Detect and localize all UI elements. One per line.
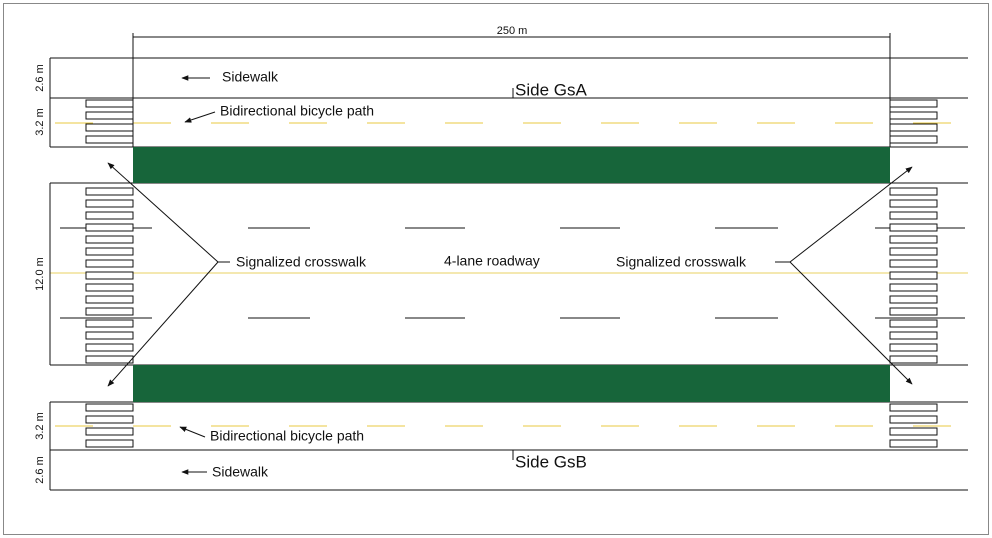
crosswalk-stripe xyxy=(889,99,938,108)
pointer xyxy=(789,261,913,385)
label: Side GsB xyxy=(515,452,587,471)
crosswalk-stripe xyxy=(889,307,938,316)
crosswalk-stripe xyxy=(889,355,938,364)
pointer xyxy=(107,162,219,263)
crosswalk-stripe xyxy=(889,111,938,120)
green-strip xyxy=(133,147,890,183)
crosswalk-stripe xyxy=(85,295,134,304)
crosswalk-stripe xyxy=(85,187,134,196)
label: Bidirectional bicycle path xyxy=(220,103,374,119)
pointer xyxy=(107,261,219,387)
crosswalk-stripe xyxy=(889,331,938,340)
crosswalk-stripe xyxy=(889,403,938,412)
crosswalk-stripe xyxy=(85,259,134,268)
label: Side GsA xyxy=(515,80,587,99)
label: Sidewalk xyxy=(212,464,269,480)
crosswalk-stripe xyxy=(85,427,134,436)
crosswalk-stripe xyxy=(85,343,134,352)
crosswalk-stripe xyxy=(889,427,938,436)
crosswalk-stripe xyxy=(889,259,938,268)
crosswalk-stripe xyxy=(889,247,938,256)
crosswalk-stripe xyxy=(85,415,134,424)
crosswalk-stripe xyxy=(889,235,938,244)
crosswalk-stripe xyxy=(85,135,134,144)
dimension-label: 3.2 m xyxy=(34,108,46,136)
crosswalk-stripe xyxy=(85,331,134,340)
crosswalk-stripe xyxy=(889,271,938,280)
dimension-label: 2.6 m xyxy=(34,64,46,92)
dimension-label: 2.6 m xyxy=(34,456,46,484)
crosswalk-stripe xyxy=(85,111,134,120)
crosswalk-stripe xyxy=(889,223,938,232)
label: Sidewalk xyxy=(222,69,279,85)
label: Signalized crosswalk xyxy=(616,254,747,270)
crosswalk-stripe xyxy=(889,415,938,424)
crosswalk-stripe xyxy=(889,283,938,292)
dimension-label: 250 m xyxy=(497,25,528,37)
crosswalk-stripe xyxy=(889,187,938,196)
crosswalk-stripe xyxy=(889,343,938,352)
crosswalk-stripe xyxy=(889,439,938,448)
green-strip xyxy=(133,365,890,402)
crosswalk-stripe xyxy=(85,235,134,244)
crosswalk-stripe xyxy=(889,211,938,220)
crosswalk-stripe xyxy=(85,247,134,256)
crosswalk-stripe xyxy=(889,199,938,208)
crosswalk-stripe xyxy=(85,211,134,220)
label: Signalized crosswalk xyxy=(236,254,367,270)
crosswalk-stripe xyxy=(85,123,134,132)
label: Bidirectional bicycle path xyxy=(210,428,364,444)
label: 4-lane roadway xyxy=(444,253,540,269)
pointer xyxy=(179,426,206,438)
crosswalk-stripe xyxy=(889,295,938,304)
crosswalk-stripe xyxy=(889,319,938,328)
crosswalk-stripe xyxy=(85,319,134,328)
crosswalk-stripe xyxy=(889,123,938,132)
crosswalk-stripe xyxy=(85,199,134,208)
pointer xyxy=(184,111,216,123)
crosswalk-stripe xyxy=(889,135,938,144)
crosswalk-stripe xyxy=(85,99,134,108)
crosswalk-stripe xyxy=(85,223,134,232)
crosswalk-stripe xyxy=(85,403,134,412)
crosswalk-stripe xyxy=(85,283,134,292)
crosswalk-stripe xyxy=(85,355,134,364)
dimension-label: 12.0 m xyxy=(34,257,46,291)
pointer xyxy=(789,166,913,263)
crosswalk-stripe xyxy=(85,271,134,280)
frame xyxy=(3,3,989,535)
crosswalk-stripe xyxy=(85,439,134,448)
crosswalk-stripe xyxy=(85,307,134,316)
dimension-label: 3.2 m xyxy=(34,412,46,440)
